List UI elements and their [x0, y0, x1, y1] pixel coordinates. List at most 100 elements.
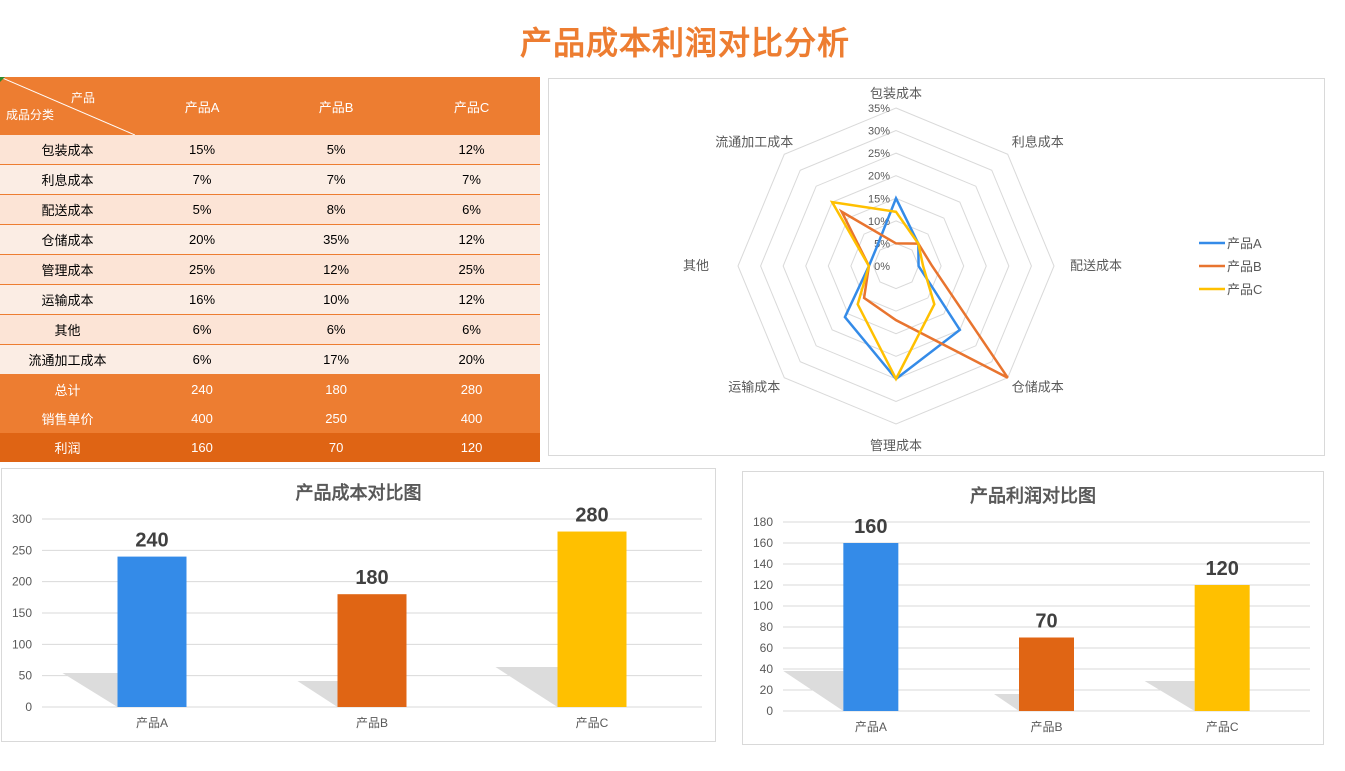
row-label: 运输成本	[0, 284, 135, 315]
y-tick-label: 160	[753, 536, 773, 550]
radar-category-label: 配送成本	[1070, 258, 1122, 273]
summary-row-total: 总计 240 180 280	[0, 374, 540, 404]
radar-category-label: 流通加工成本	[715, 134, 793, 149]
x-category-label: 产品B	[356, 716, 388, 730]
legend-label: 产品B	[1227, 259, 1262, 274]
corner-top-label: 产品	[70, 91, 95, 105]
legend-label: 产品C	[1227, 282, 1262, 297]
table-row: 配送成本 5% 8% 6%	[0, 194, 540, 225]
radar-category-label: 管理成本	[870, 438, 922, 453]
cell: 12%	[403, 224, 540, 255]
cell: 8%	[269, 194, 404, 225]
y-tick-label: 50	[19, 669, 33, 683]
cell: 240	[135, 374, 270, 404]
radar-tick-label: 25%	[868, 148, 890, 160]
bar	[843, 543, 899, 711]
x-category-label: 产品A	[855, 720, 887, 734]
corner-bottom-label: 成品分类	[6, 108, 55, 122]
cell: 70	[269, 433, 404, 462]
y-tick-label: 180	[753, 515, 773, 529]
table-row: 其他 6% 6% 6%	[0, 314, 540, 345]
bar-value-label: 70	[1035, 611, 1057, 633]
summary-row-profit: 利润 160 70 120	[0, 433, 540, 462]
bar-shadow	[994, 694, 1019, 711]
profit-chart-title: 产品利润对比图	[970, 486, 1096, 506]
cell: 25%	[135, 254, 270, 285]
cell: 6%	[269, 314, 404, 345]
cell: 7%	[269, 164, 404, 195]
cell: 12%	[403, 135, 540, 165]
cell: 15%	[135, 135, 270, 165]
cell: 250	[269, 404, 404, 433]
row-label: 仓储成本	[0, 224, 135, 255]
cell: 12%	[269, 254, 404, 285]
radar-grid-ring	[827, 197, 965, 335]
y-tick-label: 250	[12, 543, 32, 557]
bar-value-label: 180	[355, 567, 388, 589]
cost-chart-title: 产品成本对比图	[295, 483, 422, 503]
cell: 6%	[403, 194, 540, 225]
y-tick-label: 100	[753, 599, 773, 613]
bar	[337, 594, 407, 707]
cell: 16%	[135, 284, 270, 315]
row-label: 流通加工成本	[0, 344, 135, 375]
cost-bar-chart: 0 50 100 150 200 250 300 240 产品A 180 产品B 280 产品C	[12, 505, 702, 730]
radar-grid-ring	[782, 152, 1010, 380]
bar-shadow	[62, 673, 118, 707]
bar	[1194, 585, 1250, 711]
table-row: 管理成本 25% 12% 25%	[0, 254, 540, 285]
row-label: 销售单价	[0, 404, 135, 433]
bar-shadow	[783, 671, 844, 711]
row-label: 利润	[0, 433, 135, 462]
cost-bar-chart-panel: 产品成本对比图 0 50 100 150 200 250 300 240 产品A 180 产品B 28…	[1, 468, 716, 742]
row-label: 其他	[0, 314, 135, 345]
table-row: 仓储成本 20% 35% 12%	[0, 224, 540, 255]
radar-grid-ring	[805, 175, 987, 357]
row-label: 管理成本	[0, 254, 135, 285]
radar-tick-label: 35%	[868, 103, 890, 115]
table-header-row: 产品 成品分类 产品A 产品B 产品C	[0, 77, 540, 135]
table-corner-cell: 产品 成品分类	[0, 77, 135, 135]
radar-category-label: 运输成本	[728, 380, 780, 395]
y-tick-label: 40	[760, 662, 774, 676]
bar	[1019, 637, 1074, 711]
bar-shadow	[495, 667, 558, 707]
radar-category-label: 其他	[683, 258, 709, 273]
legend-label: 产品A	[1227, 236, 1262, 251]
column-header: 产品B	[269, 77, 404, 135]
column-header: 产品C	[403, 77, 540, 135]
cell: 7%	[135, 164, 270, 195]
cell: 160	[135, 433, 270, 462]
page-title: 产品成本利润对比分析	[519, 25, 850, 61]
cell: 5%	[269, 135, 404, 165]
bar-value-label: 160	[854, 516, 887, 538]
y-tick-label: 140	[753, 557, 773, 571]
radar-series-line	[838, 208, 1009, 379]
x-category-label: 产品B	[1030, 720, 1062, 734]
cell: 10%	[269, 284, 404, 315]
radar-grid-ring	[737, 107, 1055, 425]
column-header: 产品A	[135, 77, 270, 135]
radar-tick-label: 30%	[868, 126, 890, 138]
bar-value-label: 240	[135, 530, 168, 552]
x-category-label: 产品C	[576, 716, 609, 730]
y-tick-label: 0	[766, 704, 773, 718]
y-tick-label: 80	[760, 620, 774, 634]
row-label: 总计	[0, 374, 135, 404]
radar-tick-label: 0%	[874, 261, 890, 273]
profit-bar-chart-panel: 产品利润对比图 0 20 40 60 80 100 120 140 160 180 160 产品A 70…	[742, 471, 1324, 745]
bar	[557, 531, 627, 707]
cell: 20%	[403, 344, 540, 375]
radar-category-label: 仓储成本	[1012, 380, 1064, 395]
table-row: 利息成本 7% 7% 7%	[0, 164, 540, 195]
y-tick-label: 20	[760, 683, 774, 697]
cell: 400	[135, 404, 270, 433]
radar-tick-label: 15%	[868, 193, 890, 205]
cell: 280	[403, 374, 540, 404]
cell: 35%	[269, 224, 404, 255]
radar-series-line	[829, 200, 936, 382]
row-label: 利息成本	[0, 164, 135, 195]
cell: 20%	[135, 224, 270, 255]
cell: 12%	[403, 284, 540, 315]
cell: 6%	[403, 314, 540, 345]
